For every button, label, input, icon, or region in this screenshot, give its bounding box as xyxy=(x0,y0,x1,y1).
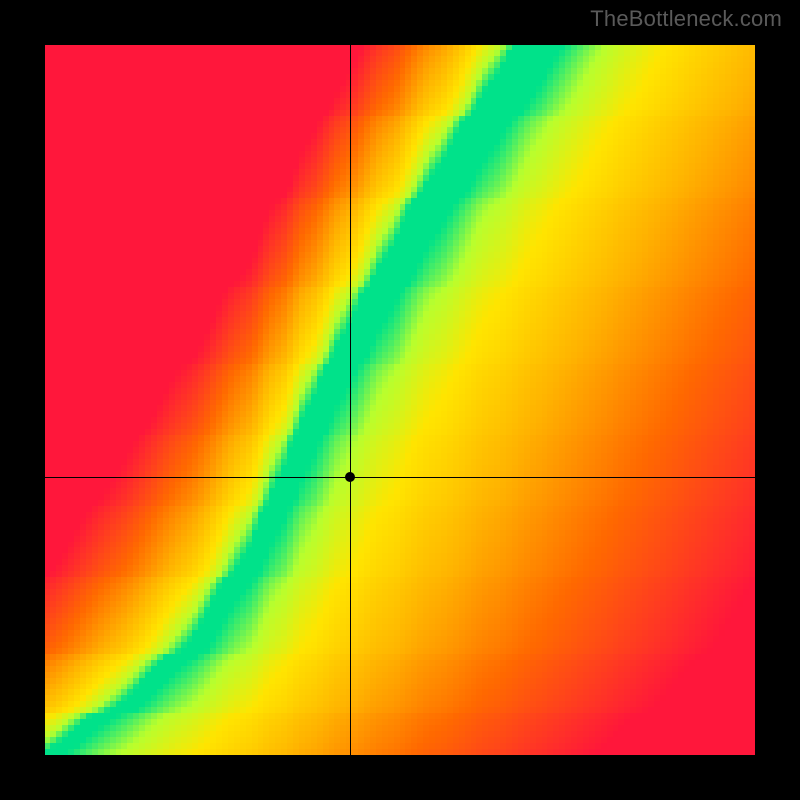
chart-container: TheBottleneck.com xyxy=(0,0,800,800)
crosshair-vertical xyxy=(350,45,351,755)
watermark-text: TheBottleneck.com xyxy=(590,6,782,32)
heatmap-canvas xyxy=(45,45,755,755)
plot-area xyxy=(45,45,755,755)
crosshair-marker xyxy=(345,472,355,482)
crosshair-horizontal xyxy=(45,477,755,478)
